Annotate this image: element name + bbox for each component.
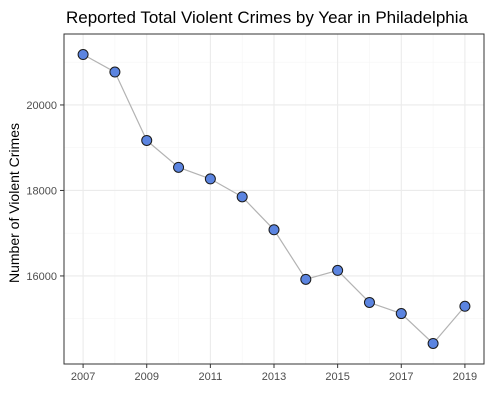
data-point xyxy=(236,191,248,203)
data-point xyxy=(268,224,280,236)
x-tick-label: 2015 xyxy=(325,371,349,383)
data-point xyxy=(77,49,89,61)
x-axis-ticks: 2007 2009 2011 2013 2015 2017 2019 xyxy=(71,364,477,383)
y-tick-label: 18000 xyxy=(26,185,57,197)
data-point xyxy=(395,308,407,320)
data-point xyxy=(173,161,185,173)
x-tick-label: 2009 xyxy=(134,371,158,383)
y-axis-ticks: 16000 18000 20000 xyxy=(26,100,64,283)
x-tick-label: 2019 xyxy=(453,371,477,383)
major-grid xyxy=(64,34,484,364)
x-tick-label: 2011 xyxy=(199,371,223,383)
data-point xyxy=(332,264,344,276)
x-tick-label: 2013 xyxy=(262,371,286,383)
y-axis-title: Number of Violent Crimes xyxy=(6,123,22,283)
data-point xyxy=(459,300,471,312)
y-tick-label: 16000 xyxy=(26,271,57,283)
data-point xyxy=(109,66,121,78)
data-point xyxy=(427,337,439,349)
data-point xyxy=(141,134,153,146)
data-point xyxy=(300,273,312,285)
x-tick-label: 2007 xyxy=(71,371,95,383)
data-points xyxy=(77,49,471,349)
x-tick-label: 2017 xyxy=(389,371,413,383)
chart-title: Reported Total Violent Crimes by Year in… xyxy=(66,8,469,27)
data-point xyxy=(363,296,375,308)
data-point xyxy=(204,173,216,185)
y-tick-label: 20000 xyxy=(26,100,57,112)
